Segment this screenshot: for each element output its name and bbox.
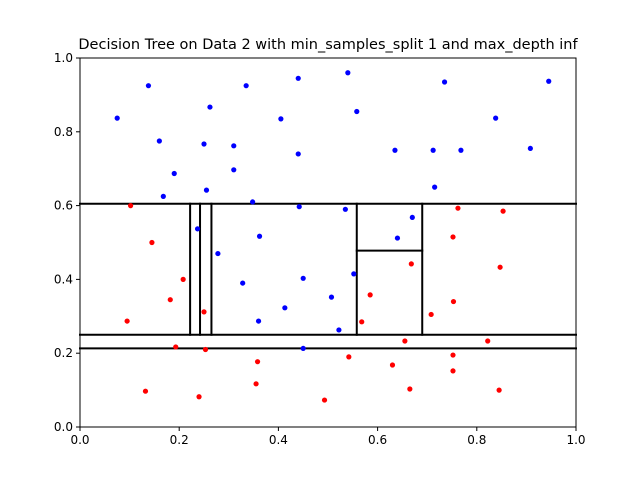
data-point	[402, 338, 408, 344]
data-point	[485, 338, 491, 344]
data-point	[295, 75, 301, 81]
data-point	[203, 187, 210, 193]
data-point	[394, 235, 401, 241]
data-point	[450, 298, 457, 305]
data-point	[215, 250, 221, 257]
y-tick-label: 0.6	[54, 199, 73, 213]
y-axis: 0.0 0.2 0.4 0.6 0.8 1.0	[54, 51, 80, 434]
x-tick-label: 1.0	[566, 433, 585, 447]
data-point	[254, 359, 261, 365]
y-tick-label: 0.0	[54, 420, 73, 434]
data-point	[255, 318, 262, 324]
plot-frame	[79, 57, 577, 428]
chart-title: Decision Tree on Data 2 with min_samples…	[78, 37, 578, 53]
decision-boundaries	[79, 202, 577, 350]
data-point	[351, 271, 357, 277]
data-point	[496, 387, 502, 393]
x-tick-label: 0.8	[467, 433, 486, 447]
data-point	[450, 234, 456, 240]
data-point	[336, 327, 342, 333]
y-tick-label: 0.4	[54, 272, 73, 286]
data-point	[160, 193, 166, 199]
data-point	[240, 280, 246, 286]
data-point	[124, 318, 130, 324]
data-point	[167, 297, 173, 303]
data-point	[114, 115, 120, 121]
data-point	[428, 311, 434, 318]
data-point	[207, 104, 213, 110]
data-point	[149, 239, 155, 246]
data-point	[321, 397, 328, 403]
data-point	[256, 233, 263, 239]
y-tick-label: 0.8	[54, 125, 73, 139]
data-point	[345, 70, 351, 76]
data-point	[173, 344, 179, 350]
data-point	[278, 116, 284, 122]
data-point	[458, 147, 464, 153]
data-point	[296, 204, 302, 210]
data-point	[342, 206, 348, 212]
data-point	[346, 354, 352, 360]
data-point	[328, 294, 335, 300]
data-point	[202, 346, 209, 353]
data-points	[114, 70, 552, 403]
x-tick-label: 0.0	[70, 433, 89, 447]
data-point	[196, 394, 202, 400]
data-point	[231, 167, 237, 173]
data-point	[441, 79, 448, 85]
data-point	[450, 352, 456, 358]
data-point	[354, 108, 360, 115]
x-axis: 0.0 0.2 0.4 0.6 0.8 1.0	[70, 427, 586, 447]
data-point	[300, 345, 306, 352]
data-point	[455, 205, 461, 211]
data-point	[493, 115, 499, 121]
data-point	[497, 264, 503, 270]
x-tick-label: 0.6	[368, 433, 387, 447]
data-point	[408, 261, 414, 267]
data-point	[359, 319, 365, 325]
x-tick-label: 0.4	[269, 433, 288, 447]
data-point	[156, 138, 162, 144]
data-point	[201, 141, 207, 147]
data-point	[392, 147, 398, 153]
y-tick-label: 1.0	[54, 51, 73, 65]
data-point	[432, 184, 438, 190]
data-point	[194, 226, 201, 232]
data-point	[300, 275, 306, 281]
data-point	[142, 388, 149, 394]
data-point	[231, 143, 237, 149]
data-point	[250, 199, 256, 205]
data-point	[253, 381, 259, 387]
data-point	[295, 151, 301, 157]
data-point	[450, 368, 456, 374]
data-point	[430, 147, 436, 153]
data-point	[500, 208, 506, 214]
y-tick-label: 0.2	[54, 346, 73, 360]
data-point	[243, 83, 249, 89]
data-point	[546, 78, 552, 84]
data-point	[201, 309, 207, 315]
data-point	[180, 276, 186, 282]
data-point	[407, 386, 413, 392]
data-point	[367, 292, 373, 298]
data-point	[389, 362, 396, 368]
data-point	[527, 145, 533, 152]
data-point	[282, 305, 288, 311]
x-tick-label: 0.2	[170, 433, 189, 447]
data-point	[127, 203, 134, 209]
data-point	[409, 214, 415, 221]
data-point	[171, 170, 177, 177]
data-point	[145, 83, 152, 89]
